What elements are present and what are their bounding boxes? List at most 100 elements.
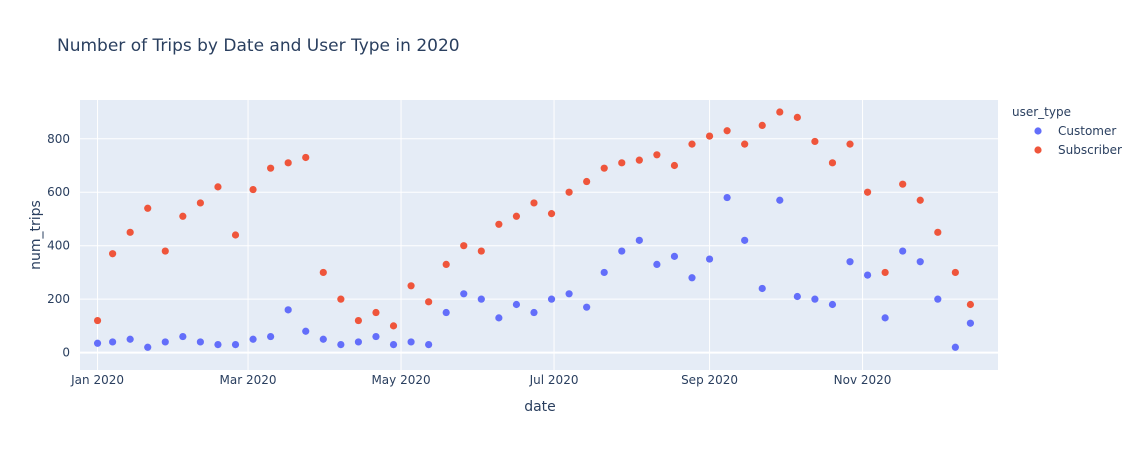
point-subscriber[interactable] [337, 295, 345, 303]
point-customer[interactable] [530, 308, 538, 317]
point-subscriber[interactable] [144, 204, 152, 212]
point-subscriber[interactable] [109, 250, 117, 258]
point-customer[interactable] [372, 332, 380, 341]
point-customer[interactable] [249, 335, 257, 343]
point-customer[interactable] [460, 290, 468, 298]
point-subscriber[interactable] [583, 177, 591, 186]
point-customer[interactable] [635, 236, 643, 244]
point-customer[interactable] [267, 332, 275, 341]
point-subscriber[interactable] [407, 282, 415, 290]
point-customer[interactable] [512, 300, 521, 309]
point-subscriber[interactable] [863, 188, 872, 196]
point-customer[interactable] [600, 268, 608, 277]
point-customer[interactable] [863, 271, 872, 279]
point-customer[interactable] [670, 252, 679, 260]
point-customer[interactable] [179, 332, 187, 341]
point-subscriber[interactable] [951, 268, 959, 277]
point-subscriber[interactable] [126, 228, 134, 236]
point-customer[interactable] [793, 292, 801, 301]
point-subscriber[interactable] [635, 156, 643, 164]
point-customer[interactable] [495, 314, 503, 322]
point-subscriber[interactable] [231, 231, 240, 239]
point-customer[interactable] [354, 338, 363, 346]
point-subscriber[interactable] [723, 127, 731, 135]
point-subscriber[interactable] [653, 151, 661, 159]
point-customer[interactable] [966, 319, 975, 327]
point-customer[interactable] [214, 341, 222, 349]
point-subscriber[interactable] [705, 132, 714, 140]
point-customer[interactable] [828, 300, 837, 309]
point-subscriber[interactable] [846, 140, 854, 148]
point-subscriber[interactable] [811, 137, 819, 146]
point-customer[interactable] [723, 193, 731, 202]
point-customer[interactable] [618, 247, 626, 255]
point-subscriber[interactable] [966, 300, 975, 309]
point-customer[interactable] [934, 295, 942, 303]
point-subscriber[interactable] [688, 140, 696, 148]
point-subscriber[interactable] [547, 210, 556, 218]
point-customer[interactable] [951, 343, 959, 351]
point-customer[interactable] [688, 274, 696, 282]
point-customer[interactable] [758, 284, 766, 293]
point-customer[interactable] [319, 335, 327, 343]
point-subscriber[interactable] [179, 212, 187, 220]
point-customer[interactable] [109, 338, 117, 346]
point-subscriber[interactable] [934, 228, 942, 236]
point-subscriber[interactable] [758, 121, 766, 129]
point-customer[interactable] [741, 236, 749, 244]
point-subscriber[interactable] [881, 268, 889, 277]
point-customer[interactable] [477, 295, 485, 303]
point-subscriber[interactable] [93, 316, 102, 325]
point-customer[interactable] [407, 338, 415, 346]
point-customer[interactable] [881, 314, 889, 322]
point-subscriber[interactable] [530, 199, 538, 207]
point-customer[interactable] [231, 341, 240, 349]
point-subscriber[interactable] [565, 188, 573, 196]
point-subscriber[interactable] [512, 212, 521, 220]
point-subscriber[interactable] [776, 108, 784, 116]
point-customer[interactable] [653, 260, 661, 269]
point-subscriber[interactable] [670, 161, 679, 170]
point-customer[interactable] [565, 290, 573, 298]
point-subscriber[interactable] [425, 298, 433, 306]
point-subscriber[interactable] [828, 159, 837, 167]
point-customer[interactable] [547, 295, 556, 303]
point-customer[interactable] [337, 341, 345, 349]
point-subscriber[interactable] [495, 220, 503, 228]
point-subscriber[interactable] [600, 164, 608, 172]
point-subscriber[interactable] [460, 242, 468, 250]
point-customer[interactable] [302, 327, 310, 335]
point-customer[interactable] [144, 343, 152, 351]
point-subscriber[interactable] [618, 159, 626, 167]
point-subscriber[interactable] [161, 247, 169, 255]
point-subscriber[interactable] [389, 322, 398, 330]
point-customer[interactable] [583, 303, 591, 311]
point-subscriber[interactable] [249, 185, 257, 194]
point-subscriber[interactable] [284, 159, 292, 167]
point-customer[interactable] [284, 306, 292, 314]
point-subscriber[interactable] [267, 164, 275, 172]
point-customer[interactable] [196, 338, 204, 346]
point-customer[interactable] [776, 196, 784, 204]
point-customer[interactable] [425, 341, 433, 349]
point-subscriber[interactable] [442, 260, 450, 269]
point-customer[interactable] [811, 295, 819, 303]
point-subscriber[interactable] [196, 199, 204, 207]
point-customer[interactable] [846, 258, 854, 266]
point-customer[interactable] [161, 338, 169, 346]
point-customer[interactable] [442, 308, 450, 317]
point-subscriber[interactable] [741, 140, 749, 148]
point-subscriber[interactable] [899, 180, 907, 188]
point-customer[interactable] [705, 255, 714, 263]
point-subscriber[interactable] [916, 196, 924, 204]
point-subscriber[interactable] [354, 316, 363, 325]
point-customer[interactable] [916, 258, 924, 266]
legend-item-customer[interactable]: Customer [1034, 124, 1116, 138]
legend-item-subscriber[interactable]: Subscriber [1034, 143, 1122, 157]
point-subscriber[interactable] [372, 308, 380, 317]
point-customer[interactable] [93, 339, 102, 347]
point-subscriber[interactable] [302, 153, 310, 162]
point-customer[interactable] [899, 247, 907, 255]
point-subscriber[interactable] [214, 183, 222, 191]
point-subscriber[interactable] [319, 268, 327, 277]
